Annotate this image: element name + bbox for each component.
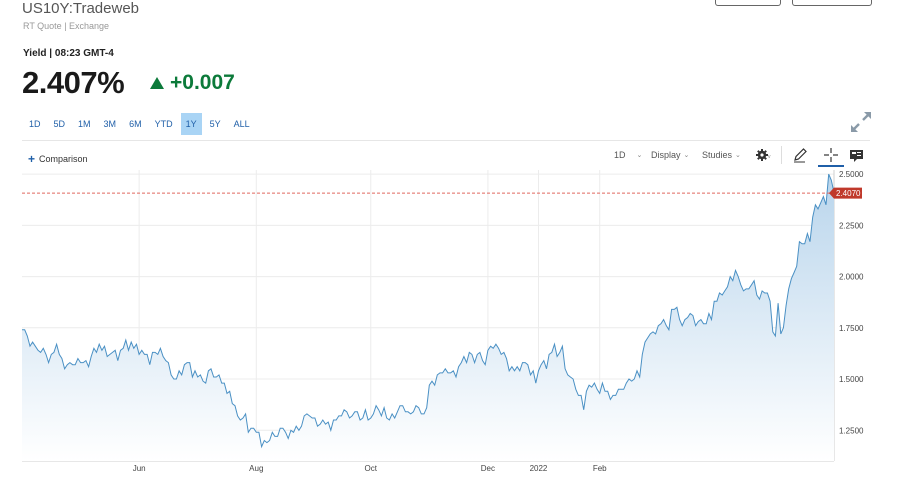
y-tick-label: 2.2500 [839,221,864,230]
crosshair-icon[interactable] [822,146,840,164]
toolbar-separator [781,146,782,164]
y-tick-label: 1.7500 [839,324,864,333]
pencil-icon[interactable] [791,146,809,164]
series-line [22,173,835,449]
expand-icon[interactable] [849,110,873,134]
news-icon[interactable] [848,146,866,164]
current-value-label: 2.4070 [836,189,861,198]
x-tick-label: Jun [133,464,146,473]
series-area [22,174,834,461]
crosshair-active-indicator [818,165,844,167]
display-dropdown[interactable]: Display ⌄ [651,150,689,160]
display-label: Display [651,150,681,160]
chevron-down-icon: ⌄ [735,152,741,159]
y-tick-label: 1.2500 [839,426,864,435]
range-1m[interactable]: 1M [78,119,91,129]
toolbar-divider [22,140,870,141]
range-5y[interactable]: 5Y [209,119,221,129]
top-button-left[interactable] [715,0,781,6]
range-ytd[interactable]: YTD [154,119,173,129]
x-tick-label: Feb [593,464,607,473]
top-button-right[interactable] [792,0,872,6]
range-5d[interactable]: 5D [53,119,66,129]
price-value: 2.407% [22,65,125,100]
x-tick-label: 2022 [530,464,548,473]
current-value-badge [829,187,862,199]
plus-icon: + [28,152,36,166]
up-triangle-icon [150,77,164,89]
interval-label: 1D [614,150,626,160]
change-value: +0.007 [170,71,235,94]
yield-meta: Yield | 08:23 GMT-4 [23,48,114,59]
chevron-down-icon: ⌄ [683,152,690,159]
range-6m[interactable]: 6M [129,119,142,129]
x-tick-label: Aug [249,464,263,473]
price-change: +0.007 [150,71,235,95]
interval-dropdown[interactable]: 1D ⌄ [614,150,642,160]
x-tick-label: Dec [481,464,495,473]
y-tick-label: 2.0000 [839,273,864,282]
range-all[interactable]: ALL [233,119,250,129]
studies-dropdown[interactable]: Studies ⌄ [702,150,741,160]
comparison-button[interactable]: + Comparison [28,152,88,166]
range-3m[interactable]: 3M [103,119,117,129]
x-tick-label: Oct [365,464,378,473]
y-tick-label: 1.5000 [839,375,864,384]
symbol-title: US10Y:Tradeweb [22,0,140,17]
range-selector: 1D 5D 1M 3M 6M YTD 1Y 5Y ALL [24,113,258,135]
y-tick-label: 2.5000 [839,170,864,179]
range-1d[interactable]: 1D [29,119,41,129]
comparison-label: Comparison [39,154,88,164]
quote-source: RT Quote | Exchange [23,21,110,31]
range-1y[interactable]: 1Y [180,113,202,135]
svg-text:v: v [768,154,771,160]
gear-icon[interactable]: v [754,146,772,164]
chevron-down-icon: ⌄ [636,152,643,159]
studies-label: Studies [702,150,733,160]
